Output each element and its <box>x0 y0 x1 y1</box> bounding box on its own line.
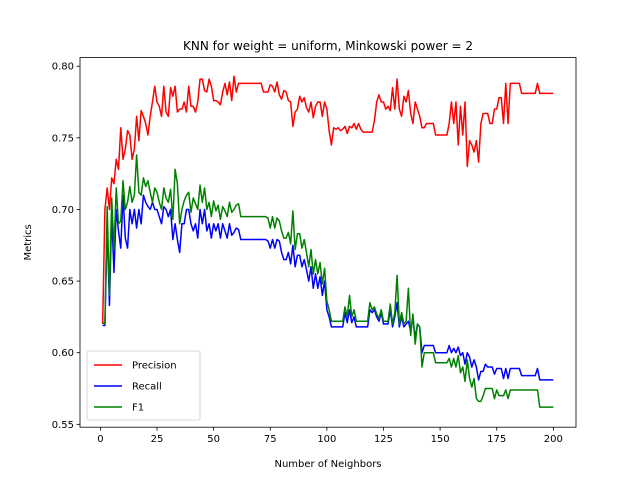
y-tick-label: 0.80 <box>52 62 74 73</box>
chart-title: KNN for weight = uniform, Minkowski powe… <box>183 39 473 53</box>
series-line-f1 <box>102 154 554 408</box>
legend-label-precision: Precision <box>132 361 177 372</box>
x-tick-label: 200 <box>544 434 563 445</box>
y-tick-label: 0.60 <box>52 348 74 359</box>
plot-lines <box>101 75 554 408</box>
x-tick-label: 0 <box>97 434 103 445</box>
y-axis-label: Metrics <box>23 224 34 260</box>
x-tick-label: 125 <box>374 434 393 445</box>
y-tick-label: 0.70 <box>52 205 74 216</box>
y-tick-label: 0.75 <box>52 133 74 144</box>
y-axis-ticks: 0.55 0.60 0.65 0.70 0.75 0.80 <box>52 62 80 431</box>
series-line-recall <box>102 194 554 381</box>
legend-label-recall: Recall <box>132 382 162 393</box>
y-tick-label: 0.65 <box>52 277 74 288</box>
x-tick-label: 175 <box>487 434 506 445</box>
x-axis-ticks: 0 25 50 75 100 125 150 175 200 <box>97 427 563 445</box>
legend-label-f1: F1 <box>132 403 144 414</box>
plot-frame <box>79 57 577 428</box>
x-tick-label: 150 <box>431 434 450 445</box>
x-axis-label: Number of Neighbors <box>274 459 381 470</box>
series-line-precision <box>101 75 554 325</box>
y-tick-label: 0.55 <box>52 420 74 431</box>
legend-box <box>86 350 201 421</box>
x-tick-label: 100 <box>317 434 336 445</box>
legend: Precision Recall F1 <box>86 350 201 421</box>
x-tick-label: 75 <box>264 434 277 445</box>
x-tick-label: 25 <box>151 434 164 445</box>
x-tick-label: 50 <box>207 434 220 445</box>
